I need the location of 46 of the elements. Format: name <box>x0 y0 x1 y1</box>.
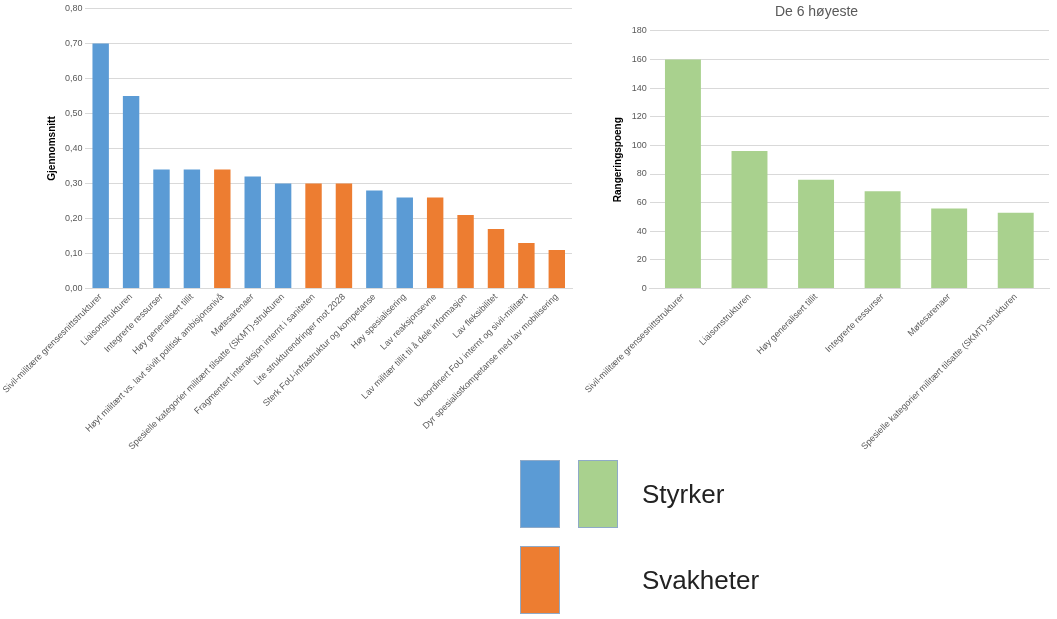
bar <box>457 215 474 289</box>
bar <box>214 169 231 289</box>
text: Styrker <box>642 478 725 510</box>
text: Svakheter <box>642 564 760 596</box>
bar <box>864 191 901 289</box>
y-tick-label: 0,70 <box>64 37 83 48</box>
bar <box>335 183 353 289</box>
y-tick-label: 80 <box>636 168 647 179</box>
bar <box>92 43 109 289</box>
y-tick-label: 100 <box>631 139 647 150</box>
bar <box>487 229 505 289</box>
bar <box>244 176 261 289</box>
bar <box>366 190 383 289</box>
y-tick-label: 120 <box>631 111 647 122</box>
bar <box>396 197 413 289</box>
bar <box>731 151 768 289</box>
y-tick-label: 20 <box>636 254 647 265</box>
y-tick-label: 0,10 <box>64 248 83 259</box>
y-tick-label: 0,60 <box>64 72 83 83</box>
y-axis-title: Rangeringspoeng <box>612 117 624 203</box>
bar <box>183 169 201 289</box>
y-tick-label: 160 <box>631 53 647 64</box>
bar <box>548 250 566 289</box>
y-tick-label: 0,20 <box>64 213 83 224</box>
bar <box>798 179 835 289</box>
y-tick-label: 0,00 <box>64 283 83 294</box>
y-axis-title: Gjennomsnitt <box>45 115 57 181</box>
y-tick-label: 0,50 <box>64 107 83 118</box>
bar <box>664 59 701 289</box>
bar <box>931 208 968 289</box>
bar <box>305 183 322 289</box>
bar <box>153 169 170 289</box>
y-tick-label: 60 <box>636 197 647 208</box>
y-tick-label: 0,30 <box>64 178 83 188</box>
y-tick-label: 0 <box>641 283 647 294</box>
y-tick-label: 140 <box>631 82 647 93</box>
bar <box>122 95 140 289</box>
y-tick-label: 40 <box>636 225 647 236</box>
y-tick-label: 0,80 <box>64 2 83 13</box>
bar <box>518 243 535 289</box>
chart-title: De 6 høyeste <box>774 3 859 20</box>
bar <box>426 197 444 289</box>
y-tick-label: 0,40 <box>64 142 83 153</box>
bar <box>274 183 292 289</box>
y-tick-label: 180 <box>631 25 647 36</box>
bar <box>997 212 1034 289</box>
